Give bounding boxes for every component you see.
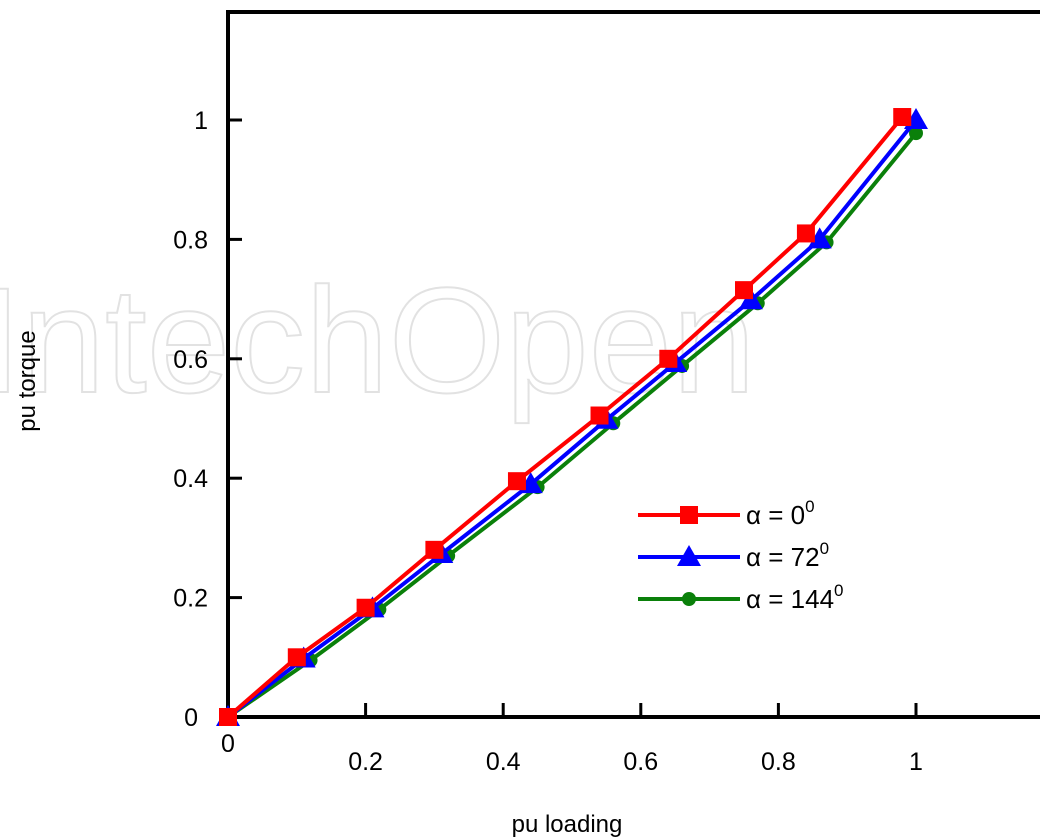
legend-item: α = 00 bbox=[638, 497, 815, 530]
legend-label-superscript: 0 bbox=[834, 581, 843, 600]
legend: α = 00 α = 720 α = 1440 bbox=[638, 497, 844, 614]
data-point bbox=[909, 126, 923, 141]
data-point bbox=[507, 472, 526, 491]
data-point bbox=[287, 648, 306, 667]
x-tick-label: 0.4 bbox=[486, 748, 521, 776]
data-point bbox=[807, 227, 832, 249]
data-point bbox=[735, 281, 753, 300]
legend-marker bbox=[682, 592, 696, 606]
legend-label: α = 00 bbox=[746, 497, 815, 530]
data-series bbox=[216, 108, 928, 726]
plot-frame bbox=[226, 10, 1040, 719]
x-tick-label: 0 bbox=[221, 730, 235, 758]
x-tick-label: 0.6 bbox=[623, 748, 658, 776]
series-square bbox=[219, 108, 912, 726]
y-tick-label: 0.4 bbox=[173, 465, 208, 493]
data-point bbox=[796, 224, 815, 243]
data-point bbox=[356, 598, 375, 617]
data-point bbox=[219, 708, 237, 726]
legend-marker bbox=[680, 506, 698, 524]
legend-label: α = 720 bbox=[746, 539, 829, 572]
x-tick-label: 1 bbox=[909, 748, 923, 776]
legend-label-superscript: 0 bbox=[805, 497, 814, 516]
y-tick-label: 1 bbox=[194, 107, 208, 135]
series-line bbox=[226, 118, 918, 719]
data-point bbox=[590, 406, 609, 425]
y-tick-label: 0.8 bbox=[173, 226, 208, 254]
x-tick-label: 0.2 bbox=[348, 748, 383, 776]
plot-area: 0 0.2 0.4 0.6 0.8 1 0 0.2 0.4 0.6 0.8 1 pu loading pu… bbox=[14, 10, 1040, 838]
legend-label-superscript: 0 bbox=[820, 539, 829, 558]
y-tick-label: 0.2 bbox=[173, 585, 208, 613]
watermark-text: IntechOpen bbox=[0, 256, 756, 424]
watermark: IntechOpen bbox=[0, 255, 757, 425]
y-tick-label: 0 bbox=[184, 704, 198, 732]
series-line bbox=[226, 115, 904, 719]
legend-item: α = 720 bbox=[638, 539, 829, 572]
x-axis-title: pu loading bbox=[512, 811, 623, 838]
legend-marker bbox=[677, 545, 701, 566]
y-axis-title: pu torque bbox=[14, 330, 41, 431]
legend-label: α = 1440 bbox=[746, 581, 844, 614]
legend-item: α = 1440 bbox=[638, 581, 844, 614]
series-line bbox=[226, 131, 918, 719]
data-point bbox=[425, 540, 444, 559]
data-point bbox=[893, 108, 912, 127]
x-tick-label: 0.8 bbox=[761, 748, 796, 776]
y-tick-label: 0.6 bbox=[173, 346, 208, 374]
data-point bbox=[659, 349, 678, 368]
